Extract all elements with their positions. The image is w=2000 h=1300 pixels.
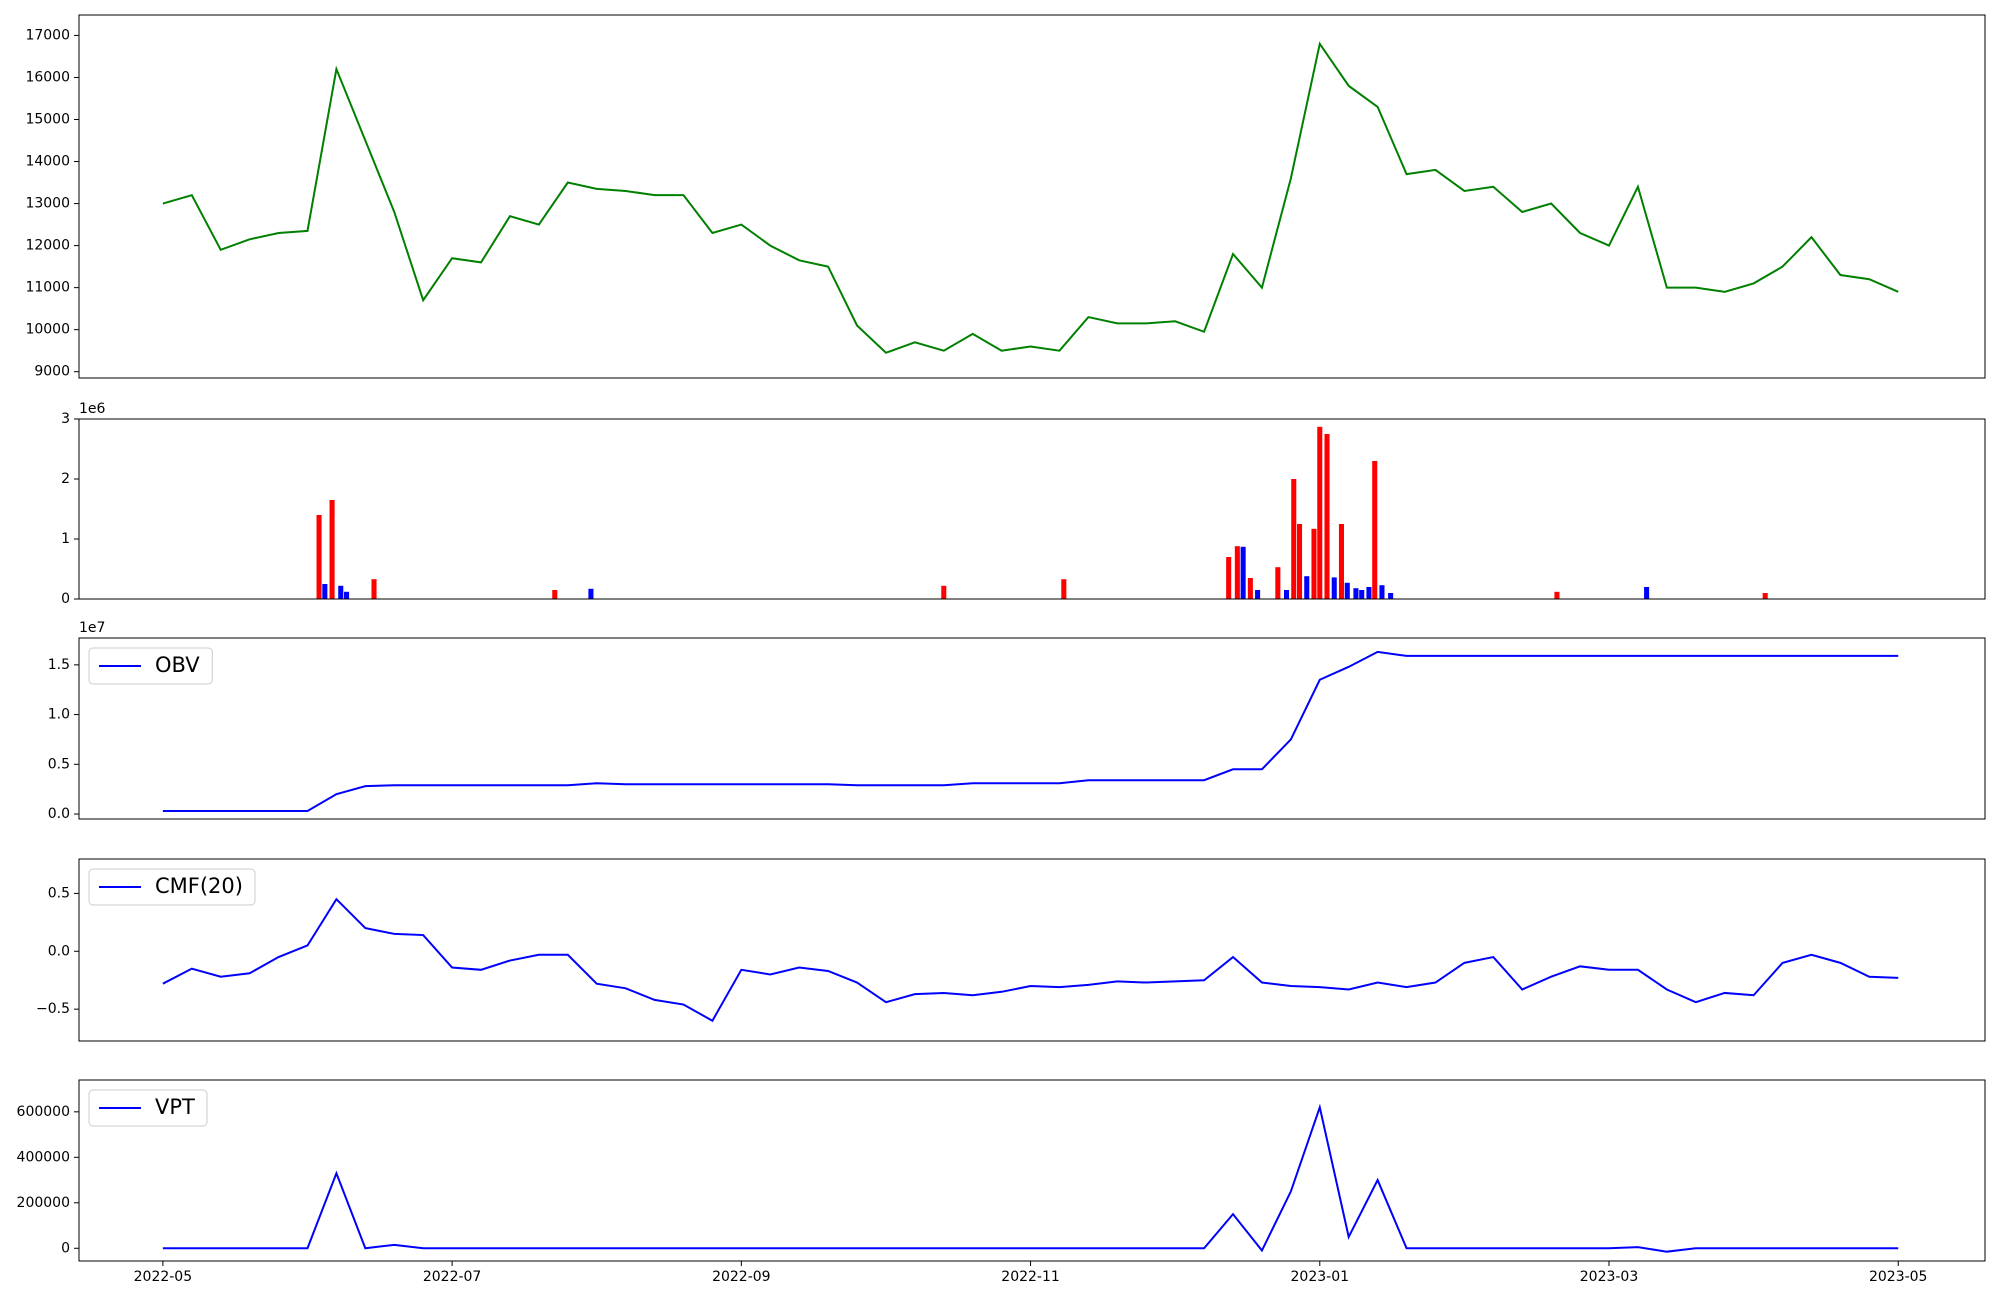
- volume-bar: [588, 588, 594, 599]
- volume-bar: [1291, 479, 1297, 599]
- volume-bar: [1379, 585, 1385, 599]
- volume-bar: [1275, 567, 1281, 599]
- volume-bar: [941, 585, 947, 599]
- x-tick-label: 2022-09: [712, 1269, 771, 1285]
- y-tick-label: 3: [61, 411, 70, 427]
- volume-bar: [1554, 591, 1560, 599]
- volume-bar: [1644, 587, 1650, 599]
- volume-bar: [322, 584, 328, 599]
- axes-frame: [78, 858, 1986, 1042]
- volume-bar: [1331, 577, 1337, 599]
- volume-bar: [1283, 590, 1290, 599]
- volume-bar: [1255, 590, 1261, 599]
- legend-label: OBV: [155, 653, 200, 677]
- legend-frame: [88, 868, 256, 906]
- y-tick-label: 14000: [25, 154, 70, 170]
- volume-bar: [329, 500, 335, 599]
- x-tick-label: 2023-01: [1291, 1269, 1350, 1285]
- y-tick-label: 0.0: [48, 806, 70, 822]
- y-tick-label: 0.0: [48, 943, 70, 959]
- y-tick-label: 9000: [34, 364, 70, 380]
- legend-frame: [88, 1089, 208, 1127]
- volume-bar: [1762, 593, 1768, 599]
- volume-bar: [1247, 578, 1253, 599]
- volume-bar: [338, 585, 344, 599]
- axes-frame: [78, 1079, 1986, 1262]
- volume-bar: [1240, 546, 1246, 599]
- y-tick-label: 1.5: [48, 657, 70, 673]
- x-tick-label: 2023-03: [1580, 1269, 1639, 1285]
- y-tick-label: 1: [61, 531, 70, 547]
- volume-bar: [1344, 582, 1350, 599]
- volume-bar: [1061, 579, 1067, 599]
- volume-bar: [1388, 593, 1394, 599]
- volume-bar: [1311, 528, 1317, 599]
- y-tick-label: 200000: [17, 1195, 70, 1211]
- volume-bar: [1359, 590, 1365, 599]
- volume-bar: [344, 591, 350, 599]
- x-tick-label: 2022-05: [134, 1269, 193, 1285]
- axes-frame: [78, 418, 1986, 600]
- axes-frame: [78, 637, 1986, 820]
- y-tick-label: 0: [61, 591, 70, 607]
- legend-frame: [88, 647, 213, 685]
- y-tick-label: 600000: [17, 1104, 70, 1120]
- axes-frame: [78, 14, 1986, 379]
- line-series: [162, 1103, 1899, 1253]
- volume-bar: [316, 515, 322, 599]
- volume-bar: [1338, 524, 1345, 599]
- volume-bar: [1324, 434, 1330, 599]
- x-tick-label: 2023-05: [1869, 1269, 1928, 1285]
- line-series: [162, 41, 1899, 354]
- volume-bar: [371, 579, 377, 599]
- legend-label: VPT: [155, 1095, 195, 1119]
- volume-bar: [1353, 588, 1359, 599]
- y-tick-label: 11000: [25, 280, 70, 296]
- volume-bar: [552, 590, 558, 599]
- y-tick-label: 15000: [25, 111, 70, 127]
- y-tick-label: 0.5: [48, 756, 70, 772]
- volume-bar: [1297, 524, 1303, 599]
- line-series: [162, 650, 1899, 813]
- y-tick-label: 0: [61, 1240, 70, 1256]
- y-tick-label: 16000: [25, 69, 70, 85]
- y-tick-label: 10000: [25, 322, 70, 338]
- legend-label: CMF(20): [155, 874, 243, 898]
- y-tick-label: 2: [61, 471, 70, 487]
- y-tick-label: 12000: [25, 238, 70, 254]
- y-offset-label: 1e6: [79, 401, 106, 417]
- x-tick-label: 2022-07: [423, 1269, 482, 1285]
- x-tick-label: 2022-11: [1001, 1269, 1060, 1285]
- y-tick-label: 1.0: [48, 707, 70, 723]
- y-tick-label: 13000: [25, 196, 70, 212]
- volume-bar: [1372, 461, 1378, 599]
- volume-bar: [1234, 546, 1240, 599]
- volume-bar: [1304, 576, 1310, 599]
- y-tick-label: −0.5: [36, 1001, 70, 1017]
- y-offset-label: 1e7: [79, 620, 105, 636]
- y-tick-label: 0.5: [48, 885, 70, 901]
- volume-bar: [1366, 587, 1372, 599]
- y-tick-label: 17000: [25, 27, 70, 43]
- volume-bar: [1226, 557, 1232, 599]
- y-tick-label: 400000: [17, 1149, 70, 1165]
- volume-bar: [1317, 426, 1323, 599]
- line-series: [162, 897, 1899, 1023]
